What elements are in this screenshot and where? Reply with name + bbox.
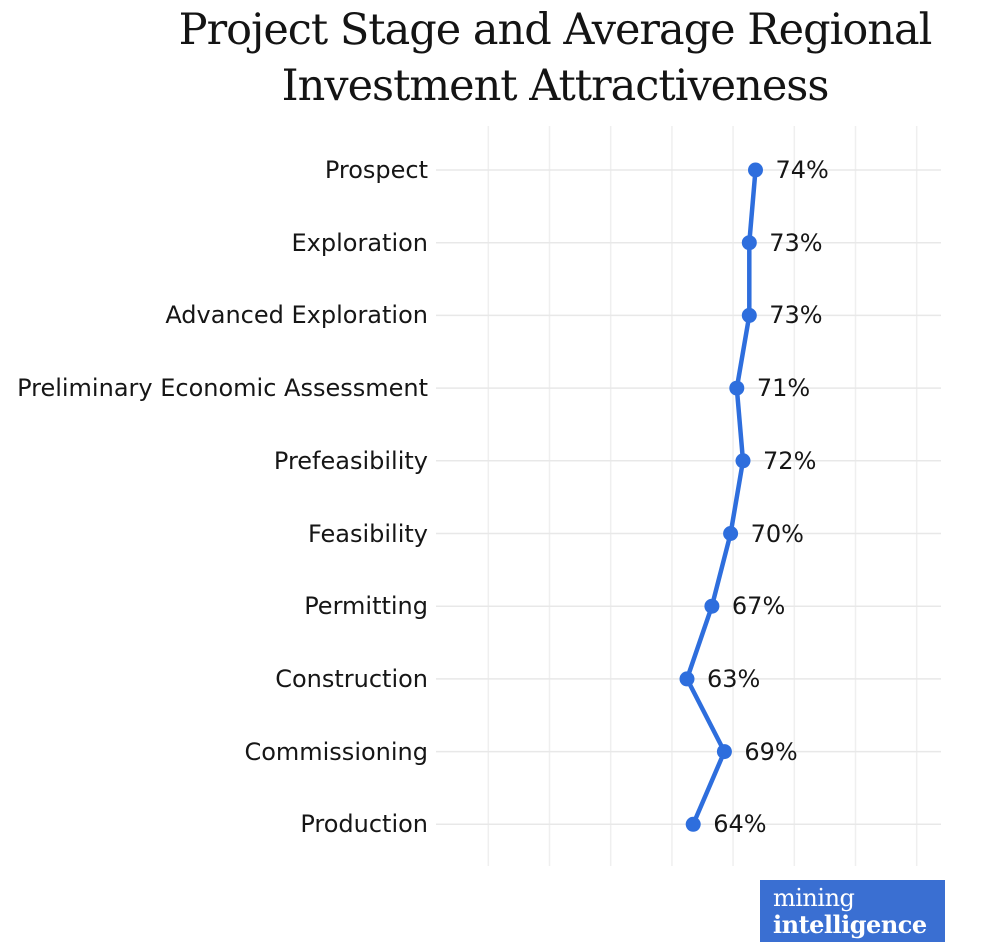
- chart-title-line2: Investment Attractiveness: [281, 61, 830, 111]
- category-label: Advanced Exploration: [165, 301, 428, 330]
- category-label: Commissioning: [244, 737, 428, 766]
- data-point-marker[interactable]: [735, 453, 751, 469]
- value-label: 64%: [713, 810, 767, 839]
- category-label: Preliminary Economic Assessment: [17, 374, 428, 403]
- value-label: 73%: [769, 228, 823, 257]
- value-label: 72%: [763, 446, 817, 475]
- category-label: Exploration: [291, 228, 429, 257]
- category-label: Feasibility: [308, 519, 428, 548]
- category-label: Permitting: [304, 592, 428, 621]
- category-label: Prospect: [324, 156, 428, 184]
- value-label: 63%: [707, 664, 761, 693]
- value-label: 73%: [769, 301, 823, 330]
- data-point-marker[interactable]: [729, 380, 745, 396]
- series-line: [684, 167, 758, 827]
- logo-text-intelligence: intelligence: [773, 910, 927, 939]
- data-point-marker[interactable]: [685, 816, 701, 832]
- data-point-marker[interactable]: [679, 671, 695, 687]
- category-label: Prefeasibility: [273, 446, 428, 475]
- logo-text-mining: mining: [773, 884, 855, 912]
- value-label: 70%: [750, 519, 804, 548]
- data-point-marker[interactable]: [748, 162, 763, 178]
- chart-title-line1: Project Stage and Average Regional: [178, 5, 933, 55]
- data-point-marker[interactable]: [723, 526, 739, 541]
- data-point-marker[interactable]: [716, 744, 732, 760]
- data-point-marker[interactable]: [741, 307, 757, 323]
- value-label: 71%: [756, 374, 811, 403]
- value-label: 69%: [744, 737, 798, 766]
- category-label: Construction: [275, 664, 428, 693]
- mining-intelligence-logo[interactable]: mining intelligence: [760, 880, 945, 942]
- value-label: 74%: [775, 156, 829, 184]
- data-point-marker[interactable]: [741, 235, 757, 251]
- chart-title: Project Stage and Average Regional Inves…: [0, 0, 1000, 114]
- value-label: 67%: [731, 592, 786, 621]
- category-label: Production: [300, 810, 428, 839]
- data-point-marker[interactable]: [704, 598, 720, 614]
